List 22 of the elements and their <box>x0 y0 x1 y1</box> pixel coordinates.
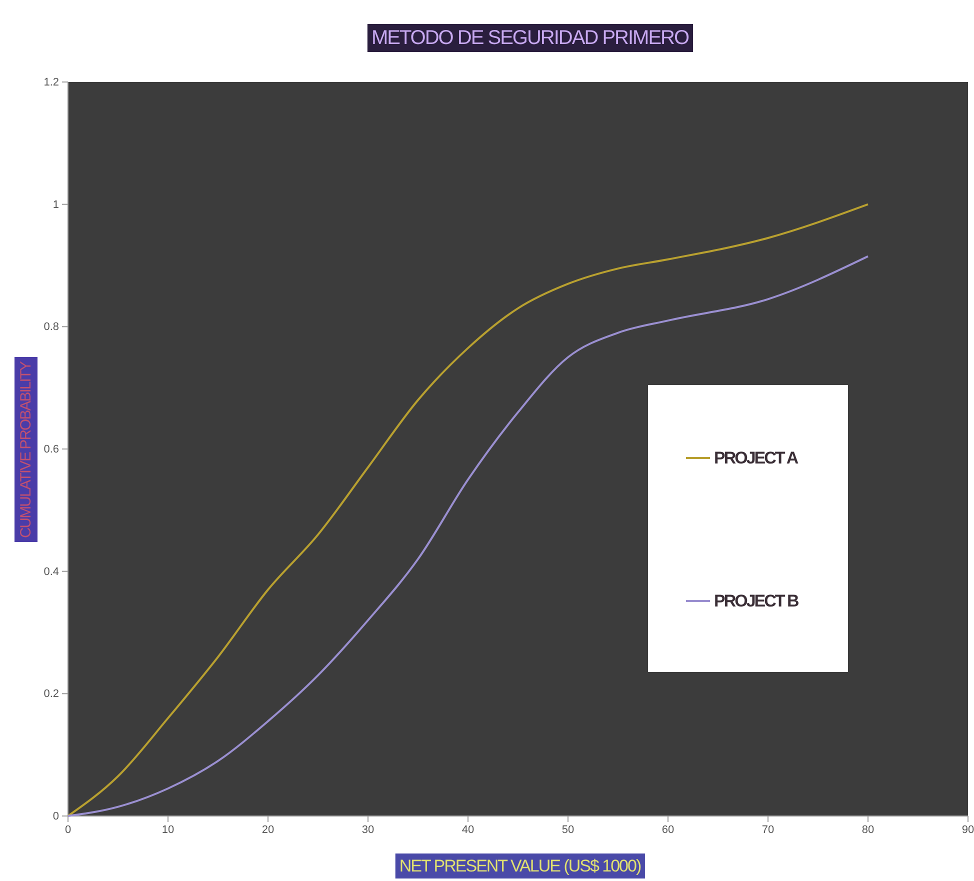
y-tick-label: 0 <box>52 810 59 823</box>
y-tick-label: 0.8 <box>44 321 59 334</box>
x-tick-label: 60 <box>662 824 674 836</box>
y-tick-label: 1 <box>52 198 59 211</box>
x-tick-label: 20 <box>262 824 274 836</box>
y-tick-label: 0.6 <box>44 444 59 456</box>
x-tick-label: 70 <box>762 824 774 836</box>
x-tick-label: 90 <box>962 824 974 836</box>
x-tick-label: 30 <box>362 824 374 836</box>
y-tick-label: 1.2 <box>44 76 59 89</box>
x-tick-label: 0 <box>64 824 72 836</box>
y-tick-label: 0.2 <box>44 688 59 700</box>
y-axis-title: CUMULATIVE PROBABILITY <box>18 360 34 538</box>
x-tick-label: 40 <box>462 824 474 836</box>
y-tick-label: 0.4 <box>44 566 59 578</box>
legend-label: PROJECT A <box>714 448 798 468</box>
legend-label: PROJECT B <box>714 592 800 610</box>
x-tick-label: 80 <box>862 824 874 836</box>
x-tick-label: 10 <box>162 824 174 836</box>
x-axis-title: NET PRESENT VALUE (US$ 1000) <box>399 856 641 876</box>
x-tick-label: 50 <box>562 824 574 836</box>
chart-title: METODO DE SEGURIDAD PRIMERO <box>371 27 689 49</box>
